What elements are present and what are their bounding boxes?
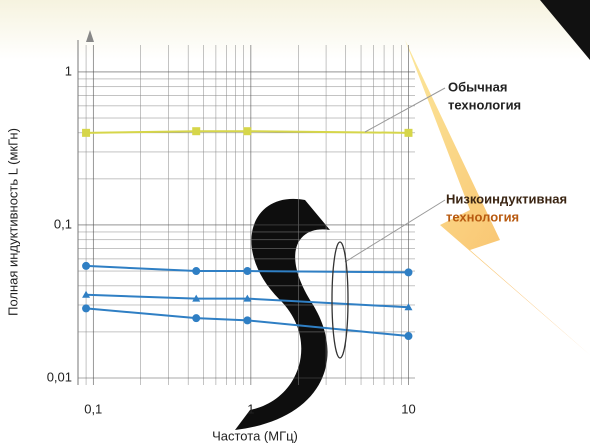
marker [192, 127, 201, 136]
marker [192, 267, 201, 276]
series-line [86, 293, 409, 309]
background-fade [0, 0, 590, 60]
watermark-corner [540, 0, 590, 60]
x-tick-label: 10 [401, 401, 415, 416]
y-tick-label: 0,1 [54, 216, 72, 231]
group-ellipse [331, 241, 349, 359]
marker [404, 128, 413, 137]
series-line [85, 307, 409, 338]
x-axis-label: Частота (МГц) [212, 428, 298, 443]
annotation: Обычная [448, 79, 507, 94]
marker [243, 316, 252, 325]
watermark-s [235, 198, 330, 430]
y-tick-label: 0,01 [47, 369, 72, 384]
marker [82, 304, 91, 313]
marker [404, 332, 413, 341]
marker [404, 268, 413, 277]
axis-arrow [86, 30, 94, 42]
marker [243, 294, 252, 302]
marker [243, 127, 252, 136]
marker [82, 261, 91, 270]
series-line [86, 264, 409, 274]
marker [82, 290, 91, 298]
marker [192, 314, 201, 323]
series-line [86, 130, 409, 134]
y-tick-label: 1 [65, 63, 72, 78]
x-tick-label: 1 [247, 401, 254, 416]
annotation: технология [446, 209, 519, 224]
marker [243, 267, 252, 276]
marker [404, 303, 413, 311]
marker [192, 294, 201, 302]
annotation: Низкоиндуктивная [446, 191, 567, 206]
x-tick-label: 0,1 [84, 401, 102, 416]
leader-line [364, 87, 446, 133]
marker [82, 128, 91, 137]
leader-line [344, 199, 446, 263]
y-axis-label: Полная индуктивность L (мкГн) [5, 128, 20, 316]
annotation: технология [448, 97, 521, 112]
